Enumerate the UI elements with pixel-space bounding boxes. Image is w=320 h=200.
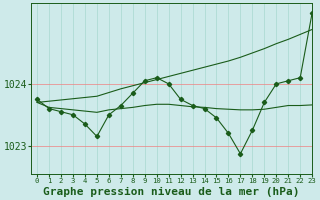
X-axis label: Graphe pression niveau de la mer (hPa): Graphe pression niveau de la mer (hPa) <box>44 186 300 197</box>
